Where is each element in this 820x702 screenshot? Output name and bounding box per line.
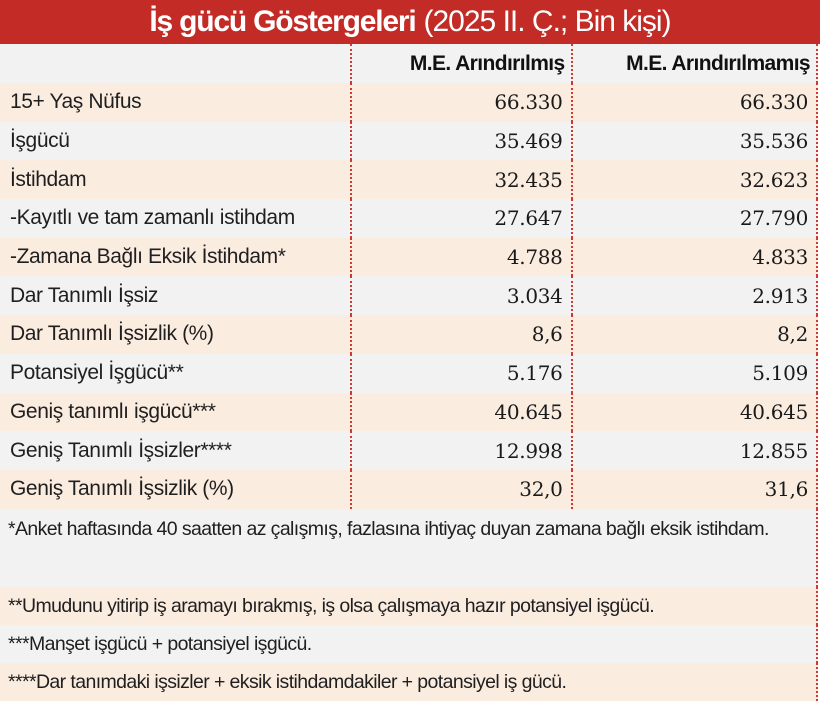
table-row: Potansiyel İşgücü** 5.176 5.109 — [0, 353, 818, 393]
footnote-1: *Anket haftasında 40 saatten az çalışmış… — [0, 509, 818, 587]
row-unadjusted-value: 32.623 — [570, 160, 816, 200]
row-label: İstihdam — [10, 167, 87, 191]
row-unadjusted-value: 27.790 — [570, 199, 816, 238]
row-adjusted-value: 8,6 — [350, 315, 570, 354]
table-row: -Zamana Bağlı Eksik İstihdam* 4.788 4.83… — [0, 237, 818, 277]
row-label: Dar Tanımlı İşsizlik (%) — [10, 322, 214, 346]
row-adjusted-value: 5.176 — [350, 353, 570, 393]
footnote-4: ****Dar tanımdaki işsizler + eksik istih… — [0, 663, 818, 701]
row-adjusted-value: 32.435 — [350, 160, 570, 200]
table-header-row: M.E. Arındırılmış M.E. Arındırılmamış — [0, 44, 818, 83]
footnotes: *Anket haftasında 40 saatten az çalışmış… — [0, 509, 820, 701]
row-label: Geniş Tanımlı İşsizlik (%) — [10, 477, 234, 501]
row-label: -Kayıtlı ve tam zamanlı istihdam — [10, 206, 295, 230]
row-unadjusted-value: 5.109 — [570, 353, 816, 393]
row-unadjusted-value: 2.913 — [570, 276, 816, 316]
row-unadjusted-value: 12.855 — [570, 431, 816, 470]
footnote-3: ***Manşet işgücü + potansiyel işgücü. — [0, 625, 818, 663]
row-adjusted-value: 35.469 — [350, 121, 570, 161]
row-label: İşgücü — [10, 129, 70, 153]
row-unadjusted-value: 66.330 — [570, 83, 816, 122]
row-label: Potansiyel İşgücü** — [10, 361, 184, 385]
row-adjusted-value: 66.330 — [350, 83, 570, 122]
labor-indicators-table: M.E. Arındırılmış M.E. Arındırılmamış 15… — [0, 44, 820, 509]
row-adjusted-value: 32,0 — [350, 469, 570, 509]
header-adjusted: M.E. Arındırılmış — [350, 44, 570, 83]
row-adjusted-value: 27.647 — [350, 199, 570, 238]
row-unadjusted-value: 35.536 — [570, 121, 816, 161]
table-row: 15+ Yaş Nüfus 66.330 66.330 — [0, 83, 818, 122]
row-unadjusted-value: 31,6 — [570, 469, 816, 509]
row-label: Geniş tanımlı işgücü*** — [10, 399, 216, 423]
row-adjusted-value: 12.998 — [350, 431, 570, 470]
row-adjusted-value: 3.034 — [350, 276, 570, 316]
row-label: Geniş Tanımlı İşsizler**** — [10, 438, 232, 462]
table-row: İşgücü 35.469 35.536 — [0, 121, 818, 161]
row-unadjusted-value: 8,2 — [570, 315, 816, 354]
table-row: Geniş Tanımlı İşsizler**** 12.998 12.855 — [0, 431, 818, 470]
row-label: Dar Tanımlı İşsiz — [10, 283, 159, 307]
footnote-2: **Umudunu yitirip iş aramayı bırakmış, i… — [0, 587, 818, 625]
table-row: Dar Tanımlı İşsizlik (%) 8,6 8,2 — [0, 315, 818, 354]
table-title: İş gücü Göstergeleri (2025 II. Ç.; Bin k… — [0, 0, 820, 44]
table-row: İstihdam 32.435 32.623 — [0, 160, 818, 200]
table-row: Geniş Tanımlı İşsizlik (%) 32,0 31,6 — [0, 469, 818, 509]
row-label: -Zamana Bağlı Eksik İstihdam* — [10, 245, 286, 269]
row-adjusted-value: 40.645 — [350, 392, 570, 432]
row-unadjusted-value: 4.833 — [570, 237, 816, 277]
table-row: Dar Tanımlı İşsiz 3.034 2.913 — [0, 276, 818, 316]
table-row: -Kayıtlı ve tam zamanlı istihdam 27.647 … — [0, 199, 818, 238]
row-label: 15+ Yaş Nüfus — [10, 90, 142, 114]
row-unadjusted-value: 40.645 — [570, 392, 816, 432]
header-unadjusted: M.E. Arındırılmamış — [570, 44, 816, 83]
table-row: Geniş tanımlı işgücü*** 40.645 40.645 — [0, 392, 818, 432]
title-main: İş gücü Göstergeleri — [149, 5, 416, 38]
title-subtitle: (2025 II. Ç.; Bin kişi) — [423, 5, 672, 38]
row-adjusted-value: 4.788 — [350, 237, 570, 277]
